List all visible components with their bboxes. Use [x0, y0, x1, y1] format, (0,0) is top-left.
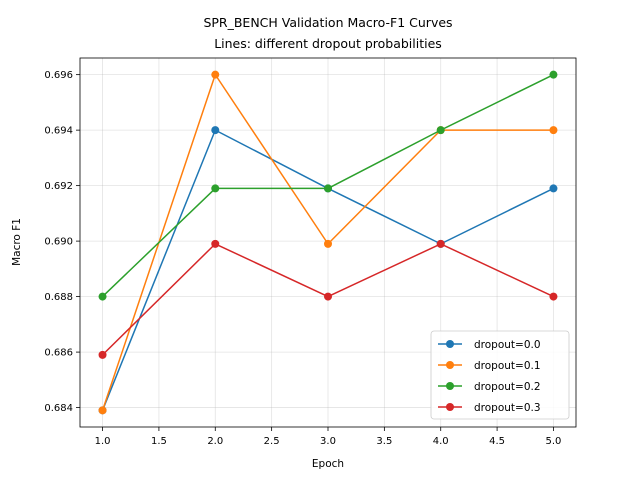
x-tick-label: 4.5 [489, 436, 505, 447]
data-point [436, 239, 445, 248]
x-tick-label: 4.0 [433, 436, 449, 447]
legend-box [430, 330, 570, 420]
data-point [324, 292, 332, 301]
data-point [98, 292, 107, 301]
chart-subtitle: Lines: different dropout probabilities [214, 36, 442, 51]
data-point [211, 184, 220, 193]
legend-label: dropout=0.3 [474, 402, 541, 414]
y-tick-label: 0.692 [44, 181, 73, 192]
y-tick-label: 0.696 [44, 70, 73, 81]
data-point [211, 239, 220, 248]
y-tick-label: 0.694 [44, 126, 73, 137]
legend-entry: dropout=0.3 [438, 402, 541, 414]
x-tick-label: 5.0 [546, 436, 562, 447]
legend-marker [446, 340, 454, 348]
legend-label: dropout=0.2 [474, 381, 541, 393]
data-point [549, 126, 558, 135]
axes: 1.0 1.5 2.0 2.5 3.0 3.5 4.0 4.5 5.0 0.684 0.686 0.6… [44, 57, 577, 447]
x-axis-label: Epoch [312, 458, 344, 470]
legend-marker [446, 382, 454, 390]
legend-marker [446, 403, 454, 411]
chart-title: SPR_BENCH Validation Macro-F1 Curves [203, 15, 452, 30]
data-point [211, 70, 220, 79]
data-point [98, 406, 107, 415]
legend-label: dropout=0.0 [474, 339, 541, 351]
plot-frame [79, 57, 577, 428]
data-point [549, 184, 558, 193]
data-point [436, 126, 445, 135]
y-tick-label: 0.684 [44, 403, 73, 414]
x-tick-label: 3.0 [320, 436, 336, 447]
legend-entry: dropout=0.0 [438, 339, 541, 351]
x-tick-label: 1.0 [95, 436, 111, 447]
y-axis-label: Macro F1 [11, 218, 23, 266]
x-tick-label: 2.5 [264, 436, 280, 447]
x-tick-label: 3.5 [376, 436, 392, 447]
legend-entry: dropout=0.2 [438, 381, 541, 393]
data-point [211, 126, 220, 135]
legend-marker [446, 361, 454, 369]
series-3 [98, 239, 558, 359]
data-point [549, 70, 558, 79]
series-2 [98, 70, 558, 301]
y-tick-label: 0.688 [44, 292, 73, 303]
data-point [549, 292, 558, 301]
legend-entry: dropout=0.1 [438, 360, 541, 372]
legend-label: dropout=0.1 [474, 360, 541, 372]
y-tick-label: 0.690 [44, 237, 73, 248]
series-lines [98, 70, 558, 415]
x-tick-label: 1.5 [151, 436, 167, 447]
data-point [324, 184, 332, 193]
y-tick-label: 0.686 [44, 348, 73, 359]
data-point [98, 350, 107, 359]
x-tick-label: 2.0 [207, 436, 223, 447]
data-point [324, 239, 332, 248]
legend: dropout=0.0 dropout=0.1 dropout=0.2 dropout… [430, 330, 570, 420]
